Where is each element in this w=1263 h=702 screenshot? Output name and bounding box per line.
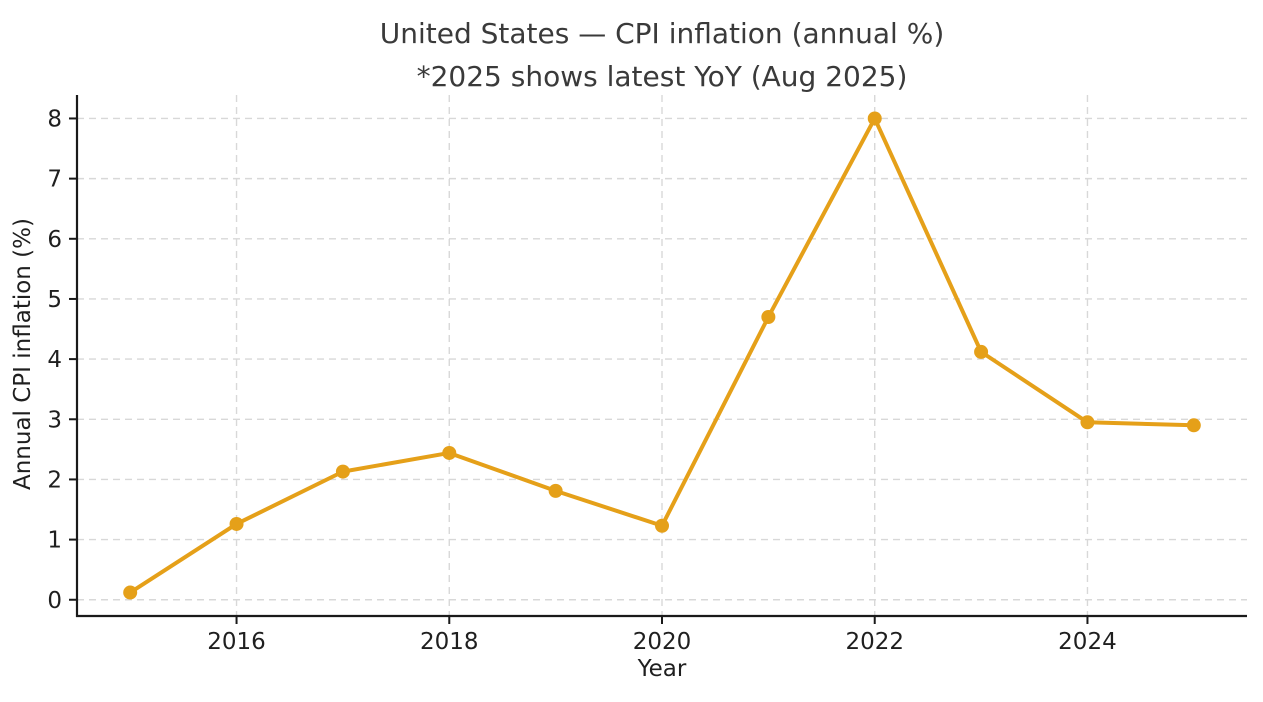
x-tick-label: 2018: [420, 629, 479, 655]
data-point-marker: [442, 445, 457, 460]
y-tick-label: 0: [47, 588, 62, 614]
x-axis-label: Year: [637, 656, 687, 682]
y-tick-label: 4: [47, 347, 62, 373]
y-tick-label: 2: [47, 467, 62, 493]
x-tick-label: 2016: [207, 629, 266, 655]
y-tick-label: 8: [47, 106, 62, 132]
data-point-marker: [974, 344, 989, 359]
data-point-marker: [1186, 418, 1201, 433]
x-tick-label: 2024: [1058, 629, 1117, 655]
data-point-marker: [229, 516, 244, 531]
y-tick-label: 3: [47, 407, 62, 433]
data-point-marker: [123, 585, 138, 600]
data-point-marker: [867, 111, 882, 126]
y-tick-label: 5: [47, 287, 62, 313]
data-point-marker: [335, 464, 350, 479]
x-tick-label: 2022: [845, 629, 904, 655]
x-tick-label: 2020: [633, 629, 692, 655]
y-tick-label: 7: [47, 167, 62, 193]
data-point-marker: [1080, 415, 1095, 430]
y-tick-label: 1: [47, 528, 62, 554]
chart-title: United States — CPI inflation (annual %)…: [77, 12, 1247, 98]
y-tick-label: 6: [47, 227, 62, 253]
data-point-marker: [655, 518, 669, 533]
data-point-marker: [761, 309, 776, 324]
data-point-marker: [548, 483, 563, 498]
chart-title-line2: *2025 shows latest YoY (Aug 2025): [416, 60, 908, 93]
y-axis-label: Annual CPI inflation (%): [10, 218, 36, 491]
chart-title-line1: United States — CPI inflation (annual %): [379, 17, 945, 50]
